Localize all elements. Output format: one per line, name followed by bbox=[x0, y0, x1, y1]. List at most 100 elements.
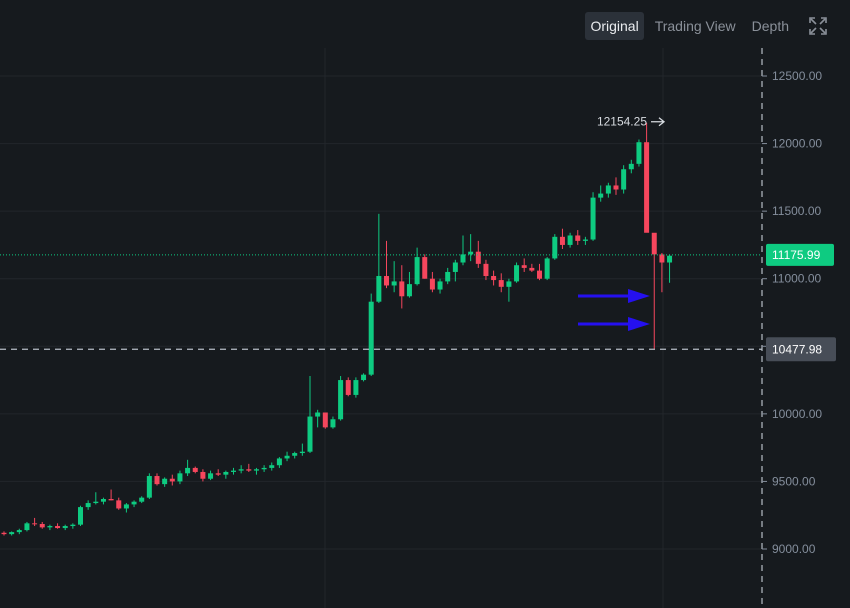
candle-body bbox=[483, 263, 489, 277]
candle-body bbox=[32, 523, 38, 525]
tab-depth[interactable]: Depth bbox=[751, 18, 789, 34]
candle-body bbox=[636, 142, 642, 164]
axis-tick-label: 9500.00 bbox=[772, 474, 816, 488]
candle-body bbox=[299, 451, 305, 454]
candle-body bbox=[475, 251, 481, 264]
axis-tick-label: 9000.00 bbox=[772, 542, 816, 556]
candle-body bbox=[177, 473, 183, 482]
candle-body bbox=[667, 255, 673, 263]
candle-body bbox=[514, 265, 520, 282]
candle-body bbox=[445, 271, 451, 282]
candle-body bbox=[307, 416, 313, 452]
candle-body bbox=[322, 412, 328, 428]
axis-tick-label: 12000.00 bbox=[772, 137, 822, 151]
candle-body bbox=[491, 276, 497, 281]
candle-body bbox=[644, 142, 650, 233]
axis-tick-label: 12500.00 bbox=[772, 69, 822, 83]
candle-body bbox=[575, 235, 581, 241]
axis-tick-label: 11000.00 bbox=[772, 272, 821, 286]
candle-body bbox=[452, 262, 458, 272]
candle-body bbox=[215, 473, 221, 475]
candle-body bbox=[253, 469, 259, 471]
candle-body bbox=[414, 257, 420, 285]
candle-body bbox=[605, 185, 611, 194]
chart-toolbar: Original Trading View Depth bbox=[585, 11, 828, 41]
candle-body bbox=[468, 251, 474, 255]
candle-body bbox=[621, 169, 627, 190]
price-axis: 9000.009500.0010000.0010500.0011000.0011… bbox=[762, 69, 836, 556]
low-price-label: 10477.98 bbox=[772, 342, 822, 356]
candle-body bbox=[429, 278, 435, 290]
candle-body bbox=[269, 465, 275, 468]
candle-body bbox=[123, 504, 129, 509]
candle-body bbox=[659, 254, 665, 263]
tab-trading-view[interactable]: Trading View bbox=[654, 18, 736, 34]
low-price-badge bbox=[766, 337, 836, 362]
candle-body bbox=[598, 193, 604, 198]
candle-body bbox=[422, 257, 428, 279]
candle-body bbox=[292, 453, 298, 456]
high-price-arrow-icon bbox=[651, 117, 666, 127]
candle-body bbox=[353, 380, 359, 395]
candle-body bbox=[47, 526, 53, 528]
candle-body bbox=[345, 380, 351, 395]
candle-body bbox=[24, 523, 30, 531]
candle-body bbox=[521, 265, 527, 268]
fullscreen-icon[interactable] bbox=[808, 16, 828, 36]
candle-body bbox=[85, 503, 91, 508]
tab-original[interactable]: Original bbox=[585, 12, 644, 40]
candle-body bbox=[384, 276, 389, 286]
candle-body bbox=[399, 281, 405, 297]
candle-body bbox=[330, 419, 336, 428]
candle-body bbox=[131, 501, 137, 505]
candle-body bbox=[651, 232, 657, 255]
candle-body bbox=[284, 455, 290, 459]
candle-body bbox=[185, 467, 191, 474]
candle-body bbox=[93, 501, 99, 504]
grid-lines bbox=[0, 48, 762, 608]
candle-body bbox=[78, 507, 83, 525]
candle-body bbox=[376, 276, 382, 302]
candle-body bbox=[552, 236, 558, 259]
candle-body bbox=[338, 380, 344, 420]
candle-body bbox=[154, 476, 160, 485]
candles bbox=[1, 122, 673, 536]
candle-body bbox=[406, 284, 412, 297]
candle-body bbox=[208, 473, 214, 479]
high-price-label: 12154.25 bbox=[597, 115, 647, 129]
candle-body bbox=[276, 458, 282, 466]
candle-body bbox=[192, 467, 198, 472]
candle-body bbox=[506, 281, 512, 287]
candle-body bbox=[169, 478, 175, 482]
overlay: 12154.25 bbox=[0, 48, 763, 608]
candle-body bbox=[70, 524, 76, 527]
candle-body bbox=[544, 258, 550, 279]
candle-body bbox=[231, 470, 236, 472]
candle-body bbox=[559, 236, 565, 245]
candle-body bbox=[368, 301, 374, 375]
candle-body bbox=[437, 281, 443, 290]
candle-body bbox=[498, 280, 504, 287]
candle-body bbox=[537, 270, 542, 279]
candle-body bbox=[146, 476, 152, 498]
candle-body bbox=[391, 281, 397, 286]
candle-body bbox=[9, 532, 15, 535]
current-price-badge bbox=[766, 243, 834, 266]
candle-body bbox=[100, 498, 106, 502]
candle-body bbox=[1, 532, 7, 535]
candle-body bbox=[590, 197, 596, 240]
current-price-label: 11175.99 bbox=[772, 248, 821, 262]
annotation-arrow-icon bbox=[628, 317, 650, 331]
candle-body bbox=[246, 469, 252, 471]
candle-body bbox=[261, 467, 267, 470]
candle-body bbox=[567, 235, 573, 245]
candle-body bbox=[460, 254, 466, 263]
candle-body bbox=[223, 471, 229, 475]
candle-body bbox=[200, 471, 206, 479]
candle-body bbox=[116, 500, 122, 509]
candle-body bbox=[582, 239, 588, 241]
candle-body bbox=[628, 163, 634, 170]
axis-tick-label: 11500.00 bbox=[772, 204, 821, 218]
candle-body bbox=[16, 530, 22, 533]
